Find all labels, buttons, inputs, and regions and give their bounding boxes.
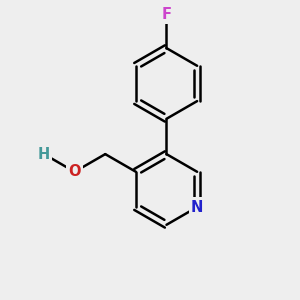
Text: H: H xyxy=(38,147,50,162)
Text: F: F xyxy=(161,7,172,22)
Text: O: O xyxy=(68,164,81,179)
Text: N: N xyxy=(191,200,203,214)
